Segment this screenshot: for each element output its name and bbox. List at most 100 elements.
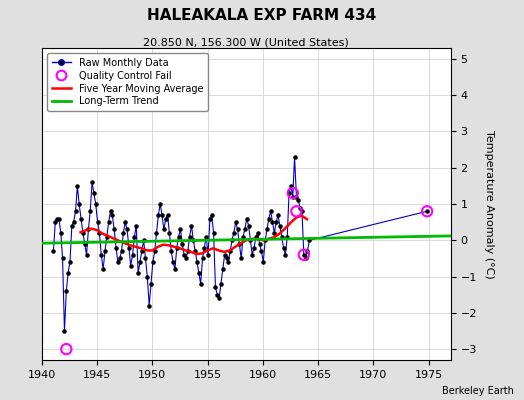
Title: 20.850 N, 156.300 W (United States): 20.850 N, 156.300 W (United States) xyxy=(144,37,349,47)
Point xyxy=(285,190,293,196)
Point xyxy=(254,230,262,236)
Point xyxy=(62,288,71,294)
Point xyxy=(195,270,203,276)
Point xyxy=(233,226,242,232)
Point xyxy=(115,255,124,262)
Point xyxy=(145,302,154,309)
Point xyxy=(267,208,275,214)
Point xyxy=(241,226,249,232)
Point xyxy=(268,219,277,225)
Point xyxy=(292,194,301,200)
Point xyxy=(305,237,313,244)
Point xyxy=(123,226,132,232)
Text: HALEAKALA EXP FARM 434: HALEAKALA EXP FARM 434 xyxy=(147,8,377,23)
Point xyxy=(250,244,258,251)
Point xyxy=(49,248,58,254)
Point xyxy=(289,190,297,196)
Point xyxy=(119,230,127,236)
Point xyxy=(117,248,126,254)
Point xyxy=(154,212,162,218)
Point xyxy=(60,328,69,334)
Point xyxy=(132,222,140,229)
Point xyxy=(180,252,188,258)
Point xyxy=(106,208,115,214)
Point xyxy=(300,252,308,258)
Point xyxy=(108,212,116,218)
Point xyxy=(58,255,67,262)
Point xyxy=(294,197,302,204)
Point xyxy=(183,248,192,254)
Point xyxy=(93,219,102,225)
Point xyxy=(152,230,161,236)
Point xyxy=(172,244,181,251)
Point xyxy=(167,248,176,254)
Point xyxy=(213,292,222,298)
Point xyxy=(125,244,133,251)
Point xyxy=(185,234,194,240)
Point xyxy=(221,252,229,258)
Point xyxy=(138,248,146,254)
Point xyxy=(147,281,155,287)
Point xyxy=(178,241,187,247)
Point xyxy=(256,241,264,247)
Text: Berkeley Earth: Berkeley Earth xyxy=(442,386,514,396)
Point xyxy=(86,208,94,214)
Point xyxy=(103,234,111,240)
Legend: Raw Monthly Data, Quality Control Fail, Five Year Moving Average, Long-Term Tren: Raw Monthly Data, Quality Control Fail, … xyxy=(47,53,208,111)
Point xyxy=(169,259,177,265)
Point xyxy=(112,244,120,251)
Point xyxy=(248,252,256,258)
Point xyxy=(193,259,201,265)
Point xyxy=(174,234,183,240)
Point xyxy=(104,219,113,225)
Point xyxy=(121,219,129,225)
Point xyxy=(134,270,143,276)
Point xyxy=(279,244,288,251)
Point xyxy=(141,255,150,262)
Point xyxy=(301,255,310,262)
Point xyxy=(70,219,78,225)
Point xyxy=(270,230,279,236)
Point xyxy=(206,215,214,222)
Point xyxy=(296,204,304,211)
Point xyxy=(95,230,104,236)
Point xyxy=(54,215,63,222)
Point xyxy=(199,255,207,262)
Point xyxy=(196,281,205,287)
Point xyxy=(126,262,135,269)
Point xyxy=(64,270,72,276)
Point xyxy=(243,215,251,222)
Point xyxy=(211,284,220,291)
Point xyxy=(128,252,137,258)
Point xyxy=(289,194,297,200)
Point xyxy=(303,248,312,254)
Point xyxy=(423,208,431,214)
Point xyxy=(239,234,247,240)
Point xyxy=(101,248,109,254)
Point xyxy=(235,241,244,247)
Point xyxy=(182,255,190,262)
Point xyxy=(149,259,157,265)
Point xyxy=(272,219,280,225)
Point xyxy=(57,230,65,236)
Point xyxy=(143,273,151,280)
Point xyxy=(90,190,98,196)
Point xyxy=(68,222,76,229)
Point xyxy=(265,215,273,222)
Point xyxy=(261,237,269,244)
Point xyxy=(161,215,170,222)
Point xyxy=(263,226,271,232)
Point xyxy=(75,201,83,207)
Point xyxy=(62,346,71,352)
Point xyxy=(171,266,179,272)
Point xyxy=(281,252,290,258)
Point xyxy=(176,226,184,232)
Point xyxy=(219,266,227,272)
Point xyxy=(217,281,225,287)
Point xyxy=(283,234,291,240)
Point xyxy=(81,241,89,247)
Point xyxy=(298,208,306,214)
Point xyxy=(71,208,80,214)
Point xyxy=(92,201,100,207)
Point xyxy=(287,183,295,189)
